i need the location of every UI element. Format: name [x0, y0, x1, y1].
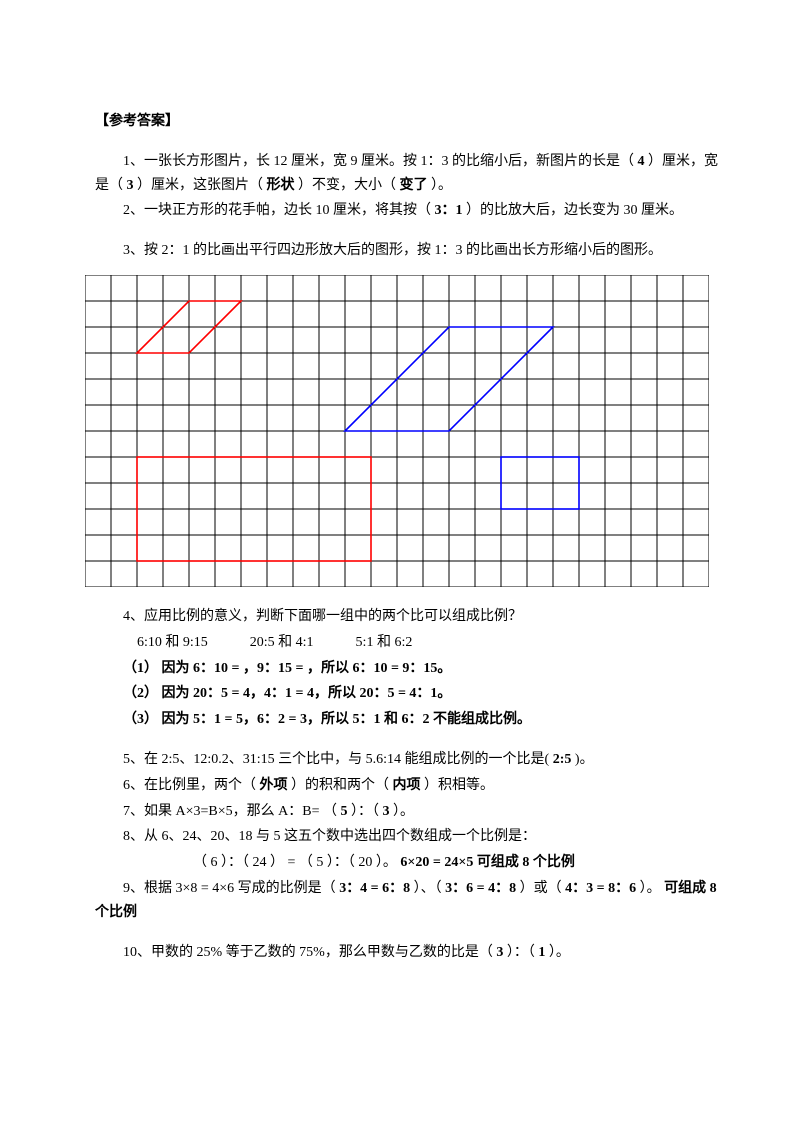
- q1-ans2: 3: [127, 178, 134, 193]
- q6-mid: ）的积和两个（: [291, 778, 389, 793]
- q6-post: ）积相等。: [424, 778, 494, 793]
- q6: 6、在比例里，两个（ 外项 ）的积和两个（ 内项 ）积相等。: [95, 774, 725, 798]
- q10-mid: ）：（: [507, 945, 535, 960]
- q9-pre: 9、根据 3×8 = 4×6 写成的比例是（: [123, 881, 336, 896]
- q4-a1: （1） 因为 6：10 = ，9：15 = ，所以 6：10 = 9：15。: [123, 657, 725, 681]
- q1-ans1: 4: [638, 154, 645, 169]
- q6-pre: 6、在比例里，两个（: [123, 778, 256, 793]
- q1-ans4: 变了: [400, 178, 428, 193]
- q7-post: ）。: [393, 804, 414, 819]
- q10-a2: 1: [538, 945, 545, 960]
- q5-ans: 2:5: [553, 752, 572, 767]
- q10-a1: 3: [496, 945, 503, 960]
- q1-mid2: ）厘米，这张图片（: [137, 178, 263, 193]
- grid-svg: [85, 275, 709, 587]
- q9-m2: ）或（: [520, 881, 562, 896]
- q7-ans2: 3: [382, 804, 389, 819]
- q3: 3、按 2：1 的比画出平行四边形放大后的图形，按 1：3 的比画出长方形缩小后…: [95, 239, 725, 263]
- q5-post: )。: [575, 752, 594, 767]
- q2-pre: 2、一块正方形的花手帕，边长 10 厘米，将其按（: [123, 203, 431, 218]
- q1-ans3: 形状: [267, 178, 295, 193]
- q4-line1: 4、应用比例的意义，判断下面哪一组中的两个比可以组成比例？: [95, 605, 725, 629]
- q9-a3: 4：3 = 8：6: [565, 881, 636, 896]
- q2: 2、一块正方形的花手帕，边长 10 厘米，将其按（ 3：1 ）的比放大后，边长变…: [95, 199, 725, 223]
- q9-m3: ）。: [640, 881, 661, 896]
- q8-line1: 8、从 6、24、20、18 与 5 这五个数中选出四个数组成一个比例是：: [95, 825, 725, 849]
- grid-diagram: [85, 275, 725, 587]
- q4-a2: （2） 因为 20：5 = 4，4：1 = 4，所以 20：5 = 4：1。: [123, 682, 725, 706]
- q8-line2b: 6×20 = 24×5 可组成 8 个比例: [400, 855, 574, 870]
- q6-ans2: 内项: [393, 778, 421, 793]
- q6-ans1: 外项: [260, 778, 288, 793]
- q7: 7、如果 A×3=B×5，那么 A：B= （ 5 ）：（ 3 ）。: [95, 800, 725, 824]
- q1: 1、一张长方形图片，长 12 厘米，宽 9 厘米。按 1：3 的比缩小后，新图片…: [95, 150, 725, 198]
- q8-line2: （ 6 ）：（ 24 ） = （ 5 ）：（ 20 ）。 6×20 = 24×5…: [95, 851, 725, 875]
- q7-mid: ）：（: [351, 804, 379, 819]
- q10-pre: 10、甲数的 25% 等于乙数的 75%，那么甲数与乙数的比是（: [123, 945, 493, 960]
- q1-pre: 1、一张长方形图片，长 12 厘米，宽 9 厘米。按 1：3 的比缩小后，新图片…: [123, 154, 634, 169]
- q4-a3: （3） 因为 5：1 = 5，6：2 = 3，所以 5：1 和 6：2 不能组成…: [123, 708, 725, 732]
- q9-a2: 3：6 = 4：8: [445, 881, 516, 896]
- q2-post: ）的比放大后，边长变为 30 厘米。: [466, 203, 683, 218]
- document-page: 【参考答案】 1、一张长方形图片，长 12 厘米，宽 9 厘米。按 1：3 的比…: [0, 0, 800, 1132]
- q8-line2a: （ 6 ）：（ 24 ） = （ 5 ）：（ 20 ）。: [193, 855, 397, 870]
- q1-post: ）。: [431, 178, 452, 193]
- answers-heading: 【参考答案】: [95, 110, 725, 134]
- q2-ans: 3：1: [435, 203, 463, 218]
- q9-m1: ）、（: [414, 881, 442, 896]
- q10: 10、甲数的 25% 等于乙数的 75%，那么甲数与乙数的比是（ 3 ）：（ 1…: [95, 941, 725, 965]
- q7-pre: 7、如果 A×3=B×5，那么 A：B= （: [123, 804, 337, 819]
- q1-mid3: ）不变，大小（: [298, 178, 396, 193]
- q10-post: ）。: [549, 945, 570, 960]
- q7-ans1: 5: [340, 804, 347, 819]
- q9: 9、根据 3×8 = 4×6 写成的比例是（ 3：4 = 6：8 ）、（ 3：6…: [95, 877, 725, 925]
- q9-a1: 3：4 = 6：8: [339, 881, 410, 896]
- q4-line2: 6:10 和 9:15 20:5 和 4:1 5:1 和 6:2: [95, 631, 725, 655]
- q5-pre: 5、在 2:5、12:0.2、31:15 三个比中，与 5.6:14 能组成比例…: [123, 752, 549, 767]
- q5: 5、在 2:5、12:0.2、31:15 三个比中，与 5.6:14 能组成比例…: [95, 748, 725, 772]
